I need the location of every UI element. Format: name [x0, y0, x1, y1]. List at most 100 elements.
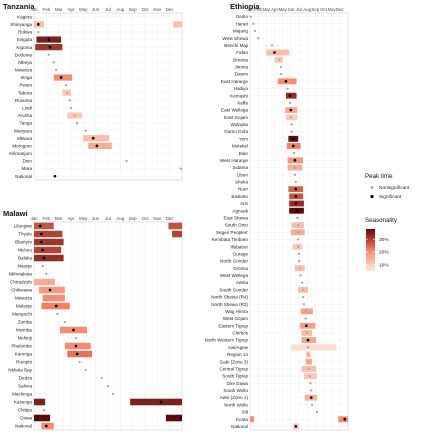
ethiopia-nonsignificant-peak	[270, 44, 274, 47]
ethiopia-month-tick: Jan	[246, 7, 254, 12]
ethiopia-nonsignificant-peak	[301, 281, 304, 284]
legend-nonsignificant-label: Nonsignificant	[379, 185, 410, 191]
malawi-row-label: Balaka	[18, 256, 32, 261]
malawi-row-label: Zomba	[18, 320, 33, 325]
ethiopia-nonsignificant-peak	[296, 216, 299, 220]
ethiopia-nonsignificant-peak	[293, 166, 297, 169]
malawi-nonsignificant-peak	[111, 392, 115, 396]
ethiopia-nonsignificant-peak	[297, 231, 300, 234]
tanzania-row-label: Iringa	[21, 75, 33, 80]
ethiopia-month-tick: Feb	[254, 7, 262, 12]
tanzania-month-tick: Sep	[129, 7, 137, 12]
tanzania-nonsignificant-peak	[68, 99, 71, 102]
malawi-month-tick: Sep	[129, 216, 137, 221]
ethiopia-row-label: West Gojam	[223, 316, 248, 321]
tanzania-nonsignificant-peak	[37, 30, 40, 34]
significant-marker-icon	[370, 194, 374, 199]
tanzania-significant-peak	[59, 76, 63, 79]
malawi-significant-peak	[40, 240, 43, 244]
ethiopia-row-label: East Shewa	[223, 216, 248, 221]
ethiopia-row-label: Illubabor	[230, 244, 248, 249]
malawi-row-label: Chitipa	[18, 408, 33, 413]
tanzania-nonsignificant-peak	[47, 53, 50, 56]
colorbar-tick-label: 10%	[379, 262, 389, 268]
ethiopia-significant-peak	[306, 338, 310, 342]
ethiopia-nonsignificant-peak	[294, 180, 297, 184]
malawi-significant-peak	[44, 424, 48, 428]
colorbar-tick-label: 20%	[379, 250, 389, 256]
malawi-row-label: Salima	[18, 384, 32, 389]
malawi-nonsignificant-peak	[63, 320, 66, 324]
ethiopia-row-label: Hadiya	[234, 86, 249, 91]
ethiopia-nonsignificant-peak	[306, 331, 309, 335]
tanzania-significant-peak	[95, 144, 99, 148]
tanzania-row-label: Ruvuma	[15, 98, 33, 103]
malawi-row-label: Phalombe	[11, 344, 32, 349]
ethiopia-row-label: Bale	[239, 151, 249, 156]
ethiopia-significant-peak	[293, 159, 297, 162]
ethiopia-row-label: North Gonder	[220, 259, 248, 264]
tanzania-row-label: Shinyanga	[10, 22, 32, 27]
malawi-season-bar	[34, 278, 55, 286]
ethiopia-nonsignificant-peak	[299, 274, 302, 277]
tanzania-row-label: Kigoma	[16, 45, 32, 50]
tanzania-month-tick: Jul	[105, 7, 111, 12]
tanzania-month-tick: Jun	[92, 7, 100, 12]
ethiopia-significant-peak	[294, 202, 298, 205]
tanzania-row-label: Manyara	[14, 128, 32, 133]
ethiopia-row-label: Gamo Gofa	[224, 129, 248, 134]
malawi-nonsignificant-peak	[42, 408, 46, 412]
ethiopia-nonsignificant-peak	[297, 238, 300, 241]
ethiopia-row-label: Awi/Agew	[228, 345, 249, 350]
ethiopia-row-label: East Gojam	[224, 115, 248, 120]
ethiopia-month-tick: Oct	[320, 7, 328, 12]
tanzania-row-label: Mbeya	[18, 60, 32, 65]
tanzania-season-bar	[173, 21, 182, 28]
malawi-significant-peak	[40, 232, 43, 236]
ethiopia-row-label: South Gonder	[219, 287, 248, 292]
tanzania-month-tick: Aug	[116, 7, 124, 12]
malawi-row-label: Thyolo	[18, 232, 32, 237]
ethiopia-row-label: North Western Tigray	[205, 338, 249, 343]
ethiopia-title: Ethiopia	[230, 2, 260, 11]
ethiopia-month-tick: May	[279, 7, 288, 12]
ethiopia-row-label: North Shewa (R4)	[211, 295, 248, 300]
tanzania-row-label: Arusha	[17, 113, 32, 118]
ethiopia-month-tick: Mar	[263, 7, 271, 12]
ethiopia-significant-peak	[305, 324, 308, 328]
malawi-nonsignificant-peak	[56, 312, 59, 316]
malawi-row-label: Rumphi	[16, 360, 32, 365]
malawi-month-tick: Jan	[30, 216, 38, 221]
malawi-nonsignificant-peak	[74, 336, 78, 340]
malawi-significant-peak	[48, 288, 52, 292]
malawi-nonsignificant-peak	[47, 280, 50, 284]
ethiopia-row-label: Sheka	[235, 180, 248, 185]
malawi-row-label: Mulanje	[16, 304, 33, 309]
ethiopia-nonsignificant-peak	[315, 410, 319, 414]
tanzania-nonsignificant-peak	[76, 121, 79, 125]
malawi-nonsignificant-peak	[45, 272, 48, 276]
malawi-season-bar	[34, 246, 62, 254]
malawi-season-bar	[34, 230, 63, 238]
malawi-season-bar	[67, 350, 92, 358]
ethiopia-nonsignificant-peak	[292, 152, 296, 155]
ethiopia-month-tick: Aug	[303, 7, 311, 12]
ethiopia-month-tick: Sep	[311, 7, 319, 12]
ethiopia-nonsignificant-peak	[290, 123, 293, 126]
ethiopia-row-label: Wolayita	[230, 122, 248, 127]
ethiopia-row-label: Dawro	[235, 72, 249, 77]
malawi-significant-peak	[41, 248, 44, 252]
ethiopia-row-label: Gurage	[233, 251, 249, 256]
malawi-row-label: Ntcheu	[17, 248, 32, 253]
ethiopia-significant-peak	[284, 79, 288, 83]
tanzania-nonsignificant-peak	[64, 83, 68, 87]
malawi-season-bar	[38, 286, 65, 294]
ethiopia-nonsignificant-peak	[302, 303, 306, 306]
ethiopia-month-tick: Nov	[328, 7, 337, 12]
tanzania-row-label: Mtwara	[17, 136, 33, 141]
ethiopia-significant-peak	[288, 94, 292, 98]
ethiopia-row-label: Agnuak	[232, 208, 248, 213]
ethiopia-season-bar	[290, 344, 337, 351]
tanzania-row-label: Morogoro	[12, 143, 32, 148]
tanzania-month-tick: Oct	[142, 7, 150, 12]
